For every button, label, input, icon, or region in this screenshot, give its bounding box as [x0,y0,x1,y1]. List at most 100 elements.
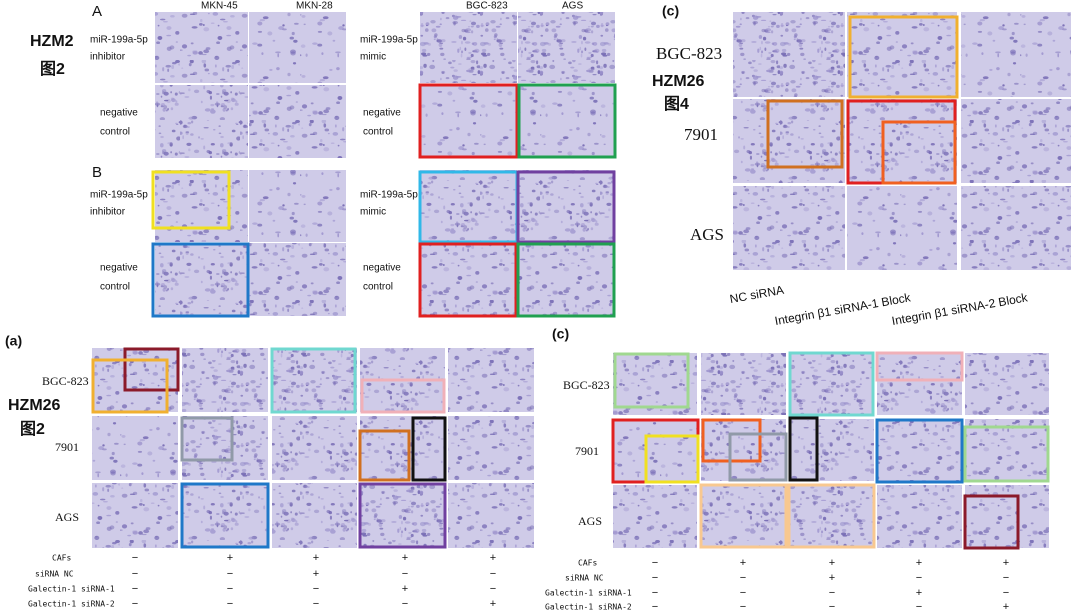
micrograph-texture [847,99,957,183]
micrograph-texture [420,12,517,83]
condition-label: Galectin-1 siRNA-2 [28,600,115,609]
row-label: inhibitor [90,52,126,63]
micrograph-texture [272,483,357,548]
highlight-box [517,83,617,159]
micrograph-texture [877,419,962,481]
row-label: negative [363,108,401,119]
highlight-box [180,482,270,549]
row-label: miR-199a-5p [90,190,148,201]
highlight-box [411,416,447,482]
micrograph-texture [182,483,268,548]
highlight-box [91,358,169,414]
panel-label: (c) [662,3,679,19]
micrograph-texture [701,419,786,481]
micrograph-texture [790,485,874,548]
condition-mark: − [227,598,233,610]
row-label: BGC-823 [656,44,722,63]
micrograph-texture [877,485,962,548]
condition-label: siRNA NC [565,574,604,583]
micrograph-texture [613,419,697,481]
highlight-box [270,347,357,414]
micrograph-texture [448,416,534,480]
highlight-box [848,15,959,99]
figure-tag: 图2 [20,420,45,438]
highlight-box [613,352,690,409]
highlight-box [180,416,234,462]
micrograph-texture [155,170,248,242]
highlight-box [699,483,788,549]
micrograph-texture [790,419,874,481]
micrograph-texture [965,419,1049,481]
condition-mark: − [916,601,922,613]
condition-mark: − [490,568,496,580]
highlight-boxes [91,15,1050,550]
row-label: negative [100,108,138,119]
condition-mark: − [313,583,319,595]
condition-label: CAFs [52,554,71,563]
condition-mark: − [132,552,138,564]
condition-mark: + [829,572,835,584]
condition-mark: − [652,572,658,584]
highlight-box [963,425,1050,483]
micrograph-texture [961,12,1071,97]
micrograph-texture [448,348,534,412]
micrograph-texture [92,483,178,548]
column-label: MKN-45 [201,1,238,12]
row-label: mimic [360,207,386,218]
condition-mark: − [916,572,922,584]
panel-label: A [92,3,102,20]
highlight-box [516,242,616,318]
micrograph-texture [249,85,346,158]
row-label: control [100,127,130,138]
row-label: negative [363,263,401,274]
micrograph-texture [965,485,1049,548]
highlight-box [787,483,876,549]
micrograph-texture [961,186,1071,270]
condition-mark: − [490,583,496,595]
highlight-box [963,494,1020,550]
row-label: BGC-823 [42,374,89,388]
micrograph-texture [965,353,1049,415]
figure-tag: 图4 [664,95,689,113]
condition-mark: − [132,598,138,610]
micrograph-texture [182,416,268,480]
figure-tag: HZM2 [30,33,74,50]
micrograph-texture [790,353,874,415]
condition-mark: + [227,552,233,564]
row-label: 7901 [55,440,79,454]
panel-label: (a) [5,333,22,349]
micrograph-texture [733,186,845,270]
micrograph-texture [182,348,268,412]
condition-mark: + [313,568,319,580]
highlight-box [123,347,180,392]
micrograph-texture [847,12,957,97]
row-label: miR-199a-5p [360,35,418,46]
condition-label: Galectin-1 siRNA-2 [545,603,632,612]
panel-label: (c) [552,326,569,342]
micrograph-texture [518,85,615,158]
row-label: control [363,127,393,138]
condition-mark: + [490,552,496,564]
micrograph-texture [360,416,445,480]
condition-mark: + [402,552,408,564]
condition-mark: − [652,601,658,613]
condition-mark: + [313,552,319,564]
condition-mark: − [1003,587,1009,599]
row-label: 7901 [575,444,599,458]
row-label: control [100,282,130,293]
highlight-box [358,482,447,549]
highlight-box [788,351,875,417]
micrograph-texture [701,485,786,548]
highlight-box [644,434,700,484]
condition-mark: − [132,583,138,595]
figure-tag: HZM26 [652,73,705,90]
micrograph-texture [155,85,248,158]
micrograph-texture [733,12,845,97]
highlight-box [881,120,957,185]
condition-mark: + [916,587,922,599]
highlight-box [788,416,819,482]
condition-mark: − [652,557,658,569]
column-label: Integrin β1 siRNA-2 Block [891,290,1030,328]
condition-mark: + [740,557,746,569]
